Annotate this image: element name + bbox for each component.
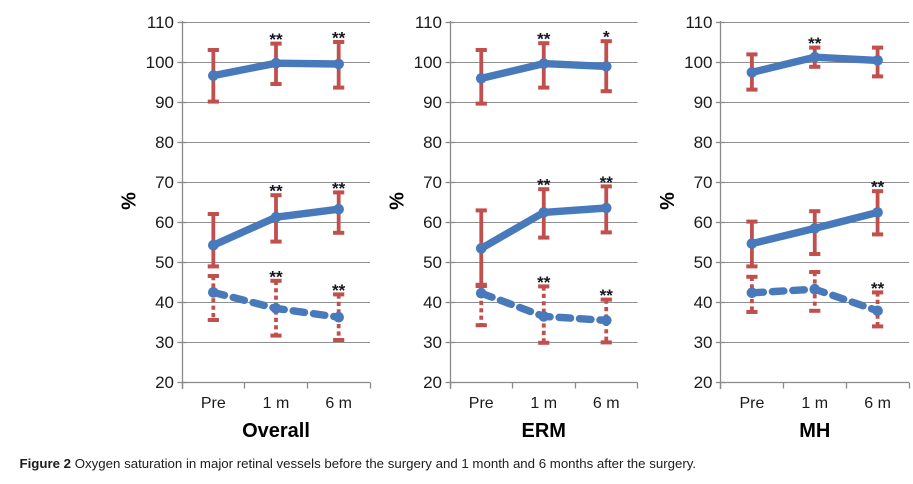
- svg-text:110: 110: [685, 13, 712, 32]
- svg-text:Pre: Pre: [469, 395, 494, 412]
- svg-text:90: 90: [423, 93, 442, 112]
- svg-text:MH: MH: [799, 420, 830, 442]
- svg-text:6 m: 6 m: [325, 395, 352, 412]
- svg-text:Figure 2 Oxygen saturation in: Figure 2 Oxygen saturation in major reti…: [20, 456, 697, 471]
- svg-text:40: 40: [694, 293, 713, 312]
- svg-text:80: 80: [423, 133, 442, 152]
- svg-text:**: **: [600, 286, 614, 305]
- svg-text:50: 50: [155, 253, 174, 272]
- svg-text:Pre: Pre: [201, 395, 226, 412]
- svg-text:**: **: [871, 279, 885, 298]
- svg-text:**: **: [269, 30, 283, 49]
- svg-text:**: **: [269, 182, 283, 201]
- svg-text:30: 30: [694, 333, 713, 352]
- svg-text:80: 80: [694, 133, 713, 152]
- svg-text:**: **: [537, 176, 551, 195]
- svg-text:50: 50: [694, 253, 713, 272]
- svg-text:6 m: 6 m: [864, 395, 891, 412]
- svg-text:70: 70: [423, 173, 442, 192]
- svg-text:**: **: [269, 267, 283, 286]
- svg-text:100: 100: [146, 53, 174, 72]
- svg-text:%: %: [387, 192, 409, 210]
- svg-text:110: 110: [415, 13, 442, 32]
- svg-text:**: **: [537, 273, 551, 292]
- svg-text:6 m: 6 m: [593, 395, 620, 412]
- svg-text:ERM: ERM: [522, 420, 566, 442]
- svg-text:**: **: [871, 178, 885, 197]
- svg-text:20: 20: [155, 373, 174, 392]
- svg-text:100: 100: [414, 53, 442, 72]
- svg-text:**: **: [600, 173, 614, 192]
- svg-text:30: 30: [423, 333, 442, 352]
- svg-text:70: 70: [694, 173, 713, 192]
- svg-text:**: **: [808, 34, 822, 53]
- svg-text:%: %: [657, 192, 679, 210]
- svg-text:100: 100: [684, 53, 712, 72]
- svg-text:%: %: [119, 192, 141, 210]
- svg-text:20: 20: [423, 373, 442, 392]
- svg-text:1 m: 1 m: [801, 395, 828, 412]
- svg-text:70: 70: [155, 173, 174, 192]
- svg-text:90: 90: [694, 93, 713, 112]
- svg-text:Pre: Pre: [739, 395, 764, 412]
- svg-text:40: 40: [423, 293, 442, 312]
- svg-text:90: 90: [155, 93, 174, 112]
- svg-text:**: **: [332, 179, 346, 198]
- svg-text:50: 50: [423, 253, 442, 272]
- svg-text:80: 80: [155, 133, 174, 152]
- svg-text:**: **: [332, 281, 346, 300]
- svg-text:1 m: 1 m: [263, 395, 290, 412]
- svg-text:60: 60: [155, 213, 174, 232]
- svg-text:**: **: [332, 29, 346, 48]
- svg-text:110: 110: [147, 13, 174, 32]
- svg-text:1 m: 1 m: [530, 395, 557, 412]
- svg-text:30: 30: [155, 333, 174, 352]
- svg-text:20: 20: [694, 373, 713, 392]
- svg-text:*: *: [603, 28, 610, 47]
- svg-text:60: 60: [694, 213, 713, 232]
- svg-text:40: 40: [155, 293, 174, 312]
- svg-text:**: **: [537, 30, 551, 49]
- svg-text:Overall: Overall: [242, 420, 310, 442]
- svg-text:60: 60: [423, 213, 442, 232]
